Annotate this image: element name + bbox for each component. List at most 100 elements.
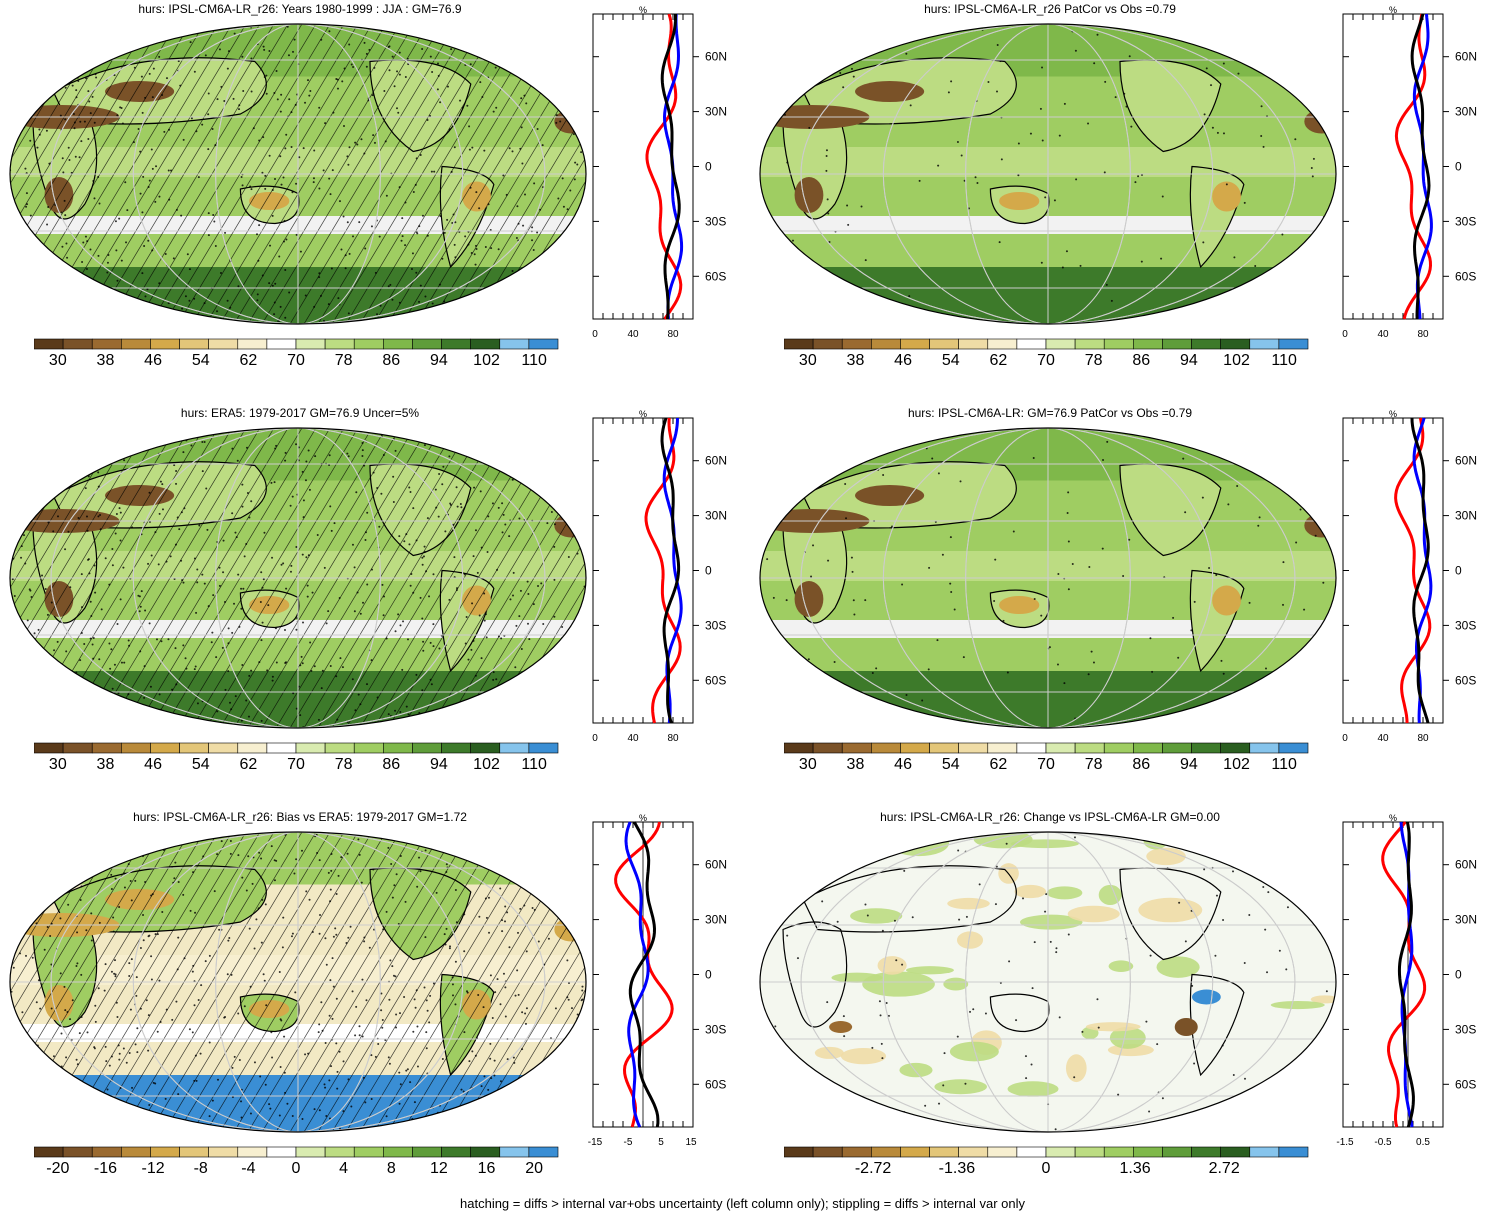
colorbar-swatch (1220, 742, 1251, 754)
colorbar-tick-label: 46 (144, 756, 162, 773)
profile-x-tick-label: 40 (1377, 329, 1389, 340)
colorbar-swatch (266, 338, 297, 350)
profile-xlabel: % (639, 6, 647, 15)
profile-series-line (645, 13, 683, 320)
panel-title: hurs: IPSL-CM6A-LR: GM=76.9 PatCor vs Ob… (907, 406, 1193, 420)
colorbar-swatch (1103, 742, 1134, 754)
colorbar-swatch (1162, 1146, 1192, 1158)
colorbar-swatch (91, 1146, 122, 1158)
map-field (10, 24, 586, 324)
profile-series-line (1381, 821, 1427, 1128)
colorbar-swatch (62, 742, 93, 754)
profile-lat-label: 30N (1455, 105, 1477, 119)
colorbar-tick-label: -1.36 (938, 1160, 976, 1177)
robinson-map (759, 831, 1337, 1133)
colorbar-swatch (1103, 1146, 1134, 1158)
colorbar (784, 338, 1309, 350)
profile-series-line (624, 821, 650, 1128)
colorbar-tick-label: 54 (191, 352, 210, 369)
colorbar-swatch (91, 338, 122, 350)
colorbar-tick-label: 70 (287, 352, 305, 369)
colorbar-swatch (441, 338, 471, 350)
colorbar-swatch (1191, 1146, 1221, 1158)
panel-title: hurs: IPSL-CM6A-LR_r26: Change vs IPSL-C… (880, 810, 1220, 824)
profile-lat-label: 0 (705, 968, 712, 982)
colorbar-tick-label: 30 (798, 756, 817, 773)
profile-lat-label: 30S (705, 214, 726, 228)
colorbar-tick-label: 86 (1132, 756, 1151, 773)
colorbar-swatch (324, 338, 355, 350)
colorbar-tick-label: 54 (941, 756, 960, 773)
colorbar-swatch (237, 742, 268, 754)
profile-lat-label: 0 (1455, 160, 1462, 174)
colorbar-tick-label: 0 (291, 1160, 301, 1177)
profile-lat-label: 60S (705, 269, 726, 283)
colorbar-swatch (1133, 1146, 1163, 1158)
profile-xlabel: % (639, 814, 647, 823)
robinson-map (9, 427, 587, 729)
colorbar-tick-label: 102 (473, 352, 500, 369)
colorbar-tick-label: 110 (521, 756, 547, 773)
colorbar-tick-label: 1.36 (1119, 1160, 1151, 1177)
colorbar-swatch (528, 338, 559, 350)
colorbar-tick-label: 110 (1271, 756, 1297, 773)
colorbar (34, 1146, 559, 1158)
colorbar-tick-label: 12 (430, 1160, 448, 1177)
colorbar (34, 338, 559, 350)
colorbar-swatch (1249, 338, 1280, 350)
colorbar-swatch (841, 742, 872, 754)
colorbar-swatch (900, 742, 930, 754)
colorbar-tick-label: 86 (1132, 352, 1151, 369)
colorbar-swatch (470, 742, 501, 754)
colorbar-tick-label: 102 (1223, 756, 1250, 773)
colorbar-swatch (62, 1146, 93, 1158)
footer-note: hatching = diffs > internal var+obs unce… (460, 1196, 1025, 1211)
colorbar-swatch (266, 1146, 297, 1158)
colorbar-swatch (353, 1146, 384, 1158)
colorbar-tick-label: 16 (477, 1160, 496, 1177)
colorbar-swatch (1162, 742, 1192, 754)
colorbar-tick-label: 86 (382, 756, 401, 773)
map-field (760, 832, 1336, 1132)
colorbar-swatch (295, 1146, 326, 1158)
profile-lat-label: 30S (705, 1022, 726, 1036)
colorbar-swatch (1103, 338, 1134, 350)
colorbar-swatch (150, 1146, 180, 1158)
profile-x-tick-label: 80 (667, 329, 679, 340)
colorbar-tick-label: 46 (144, 352, 162, 369)
colorbar-swatch (1045, 338, 1076, 350)
colorbar-tick-label: 38 (846, 352, 865, 369)
profile-x-tick-label: 40 (627, 733, 639, 744)
colorbar-swatch (470, 1146, 501, 1158)
colorbar-tick-label: 94 (430, 352, 448, 369)
colorbar-swatch (266, 742, 297, 754)
profile-lat-label: 60S (1455, 673, 1476, 687)
zonal-mean-profile: % 60N 30N 0 30S 60S -1.5 -0.5 0.5 (1336, 814, 1477, 1148)
profile-series-line (1397, 821, 1415, 1128)
zonal-mean-profile: % 60N 30N 0 30S 60S 0 40 80 (592, 6, 727, 340)
colorbar-tick-label: -8 (193, 1160, 208, 1177)
colorbar-tick-label: 4 (339, 1160, 349, 1177)
colorbar-swatch (324, 1146, 355, 1158)
colorbar-swatch (383, 742, 413, 754)
profile-lat-label: 30S (1455, 1022, 1476, 1036)
colorbar-tick-label: 94 (1180, 756, 1198, 773)
robinson-map (9, 23, 587, 325)
profile-xlabel: % (1389, 814, 1397, 823)
zonal-mean-profile: % 60N 30N 0 30S 60S 0 40 80 (1342, 410, 1477, 744)
profile-x-tick-label: -5 (624, 1137, 633, 1148)
profile-series-line (1412, 13, 1433, 320)
profile-series-line (660, 14, 681, 320)
profile-x-tick-label: 5 (658, 1137, 664, 1148)
colorbar-swatch (34, 338, 64, 350)
profile-lat-label: 30N (1455, 913, 1477, 927)
profile-xlabel: % (639, 410, 647, 419)
colorbar-swatch (958, 338, 989, 350)
colorbar-tick-label: 110 (521, 352, 547, 369)
colorbar (784, 742, 1309, 754)
colorbar-swatch (987, 742, 1018, 754)
profile-lat-label: 60S (705, 673, 726, 687)
colorbar-swatch (383, 338, 413, 350)
colorbar-swatch (91, 742, 122, 754)
profile-x-tick-label: 80 (1417, 733, 1429, 744)
